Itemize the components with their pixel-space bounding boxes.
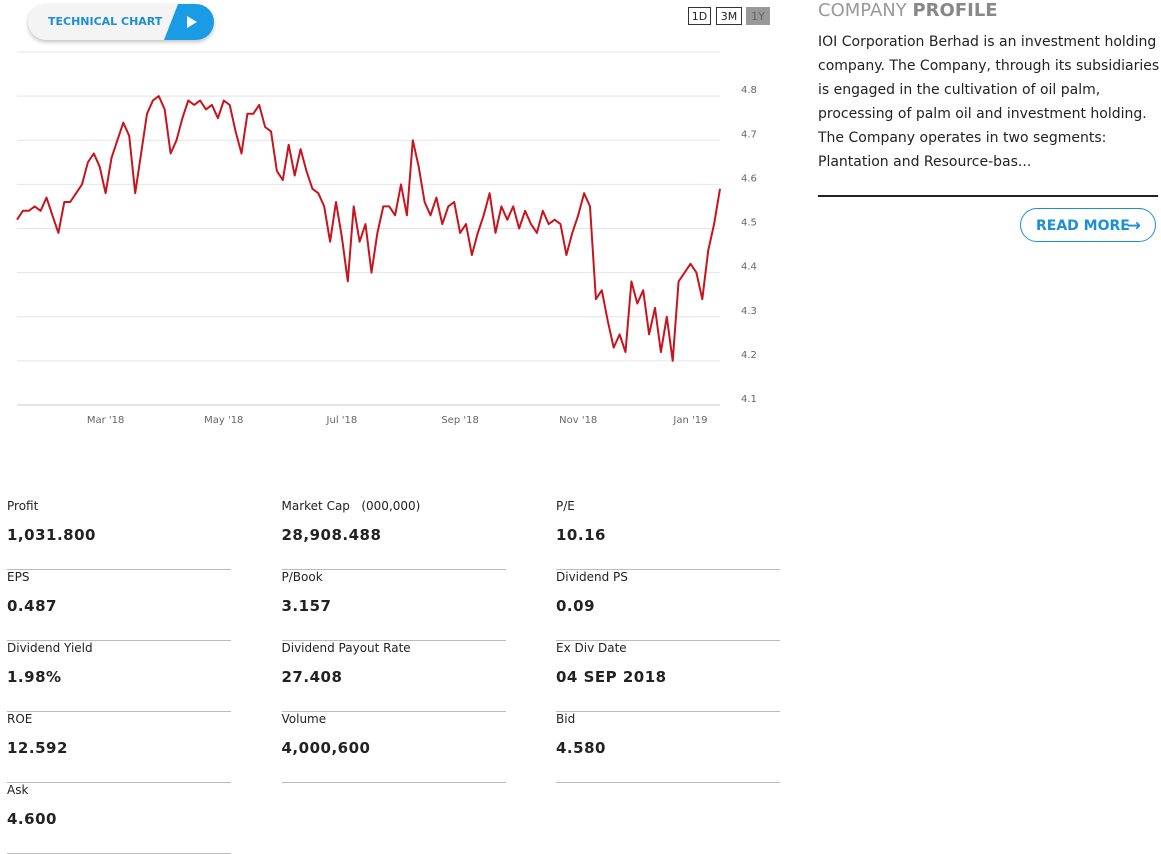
stat-value: 04 SEP 2018 — [556, 668, 667, 686]
y-tick-label: 4.5 — [741, 218, 757, 229]
stat-value: 10.16 — [556, 526, 606, 544]
stat: Bid 4.580 — [556, 712, 780, 783]
stat-label: Dividend Yield — [7, 641, 93, 655]
price-line — [16, 95, 721, 362]
stat-value: 3.157 — [281, 597, 332, 615]
stat-label: Volume — [281, 712, 327, 726]
stat-label: Dividend Payout Rate — [281, 641, 411, 655]
technical-chart-button[interactable]: TECHNICAL CHART — [28, 4, 214, 40]
stat-value: 1,031.800 — [7, 526, 96, 544]
stat: Ask 4.600 — [7, 783, 231, 854]
stat: ROE 12.592 — [7, 712, 231, 783]
stat: P/Book 3.157 — [281, 570, 506, 641]
stat-value: 4.600 — [7, 810, 57, 828]
stat: Profit 1,031.800 — [7, 499, 231, 570]
stat-value: 27.408 — [281, 668, 343, 686]
y-tick-label: 4.3 — [741, 306, 757, 317]
stat-value: 4,000,600 — [281, 739, 371, 757]
stat-value: 1.98% — [7, 668, 62, 686]
y-tick-label: 4.4 — [741, 262, 757, 273]
range-1y[interactable]: 1Y — [746, 7, 770, 25]
stat: Ex Div Date 04 SEP 2018 — [556, 641, 780, 712]
stat: Dividend Payout Rate 27.408 — [281, 641, 506, 712]
stat: Dividend Yield 1.98% — [7, 641, 231, 712]
stat-label: Dividend PS — [556, 570, 628, 584]
stat: P/E 10.16 — [556, 499, 780, 570]
stat-label: Profit — [7, 499, 39, 513]
profile-text: IOI Corporation Berhad is an investment … — [818, 34, 1160, 170]
profile-title: COMPANY PROFILE — [818, 0, 998, 21]
x-tick-label: Mar '18 — [87, 415, 125, 426]
x-tick-label: Sep '18 — [441, 415, 479, 426]
y-tick-label: 4.6 — [741, 173, 757, 184]
title-bold: PROFILE — [912, 0, 998, 21]
stat-label: Market Cap (000,000) — [281, 499, 421, 513]
stat-label: Ex Div Date — [556, 641, 627, 655]
stat-label: ROE — [7, 712, 33, 726]
stat-value: 12.592 — [7, 739, 68, 757]
y-tick-label: 4.7 — [741, 129, 757, 140]
stat: Market Cap (000,000) 28,908.488 — [281, 499, 506, 570]
button-label: TECHNICAL CHART — [48, 15, 163, 28]
stat-value: 0.487 — [7, 597, 57, 615]
title-light: COMPANY — [818, 0, 907, 21]
divider — [818, 195, 1158, 197]
stat-value: 28,908.488 — [281, 526, 382, 544]
range-3m[interactable]: 3M — [716, 7, 742, 25]
stat-label: P/Book — [281, 570, 323, 584]
stat-label: P/E — [556, 499, 575, 513]
stat: Volume 4,000,600 — [281, 712, 506, 783]
stat-value: 4.580 — [556, 739, 606, 757]
read-more-button[interactable]: READ MORE — [1020, 208, 1156, 243]
y-tick-label: 4.8 — [741, 85, 757, 96]
x-tick-label: Jul '18 — [326, 415, 358, 426]
stat-value: 0.09 — [556, 597, 596, 615]
x-tick-label: May '18 — [204, 415, 243, 426]
stat-label: EPS — [7, 570, 30, 584]
x-tick-label: Jan '19 — [672, 415, 707, 426]
range-1d[interactable]: 1D — [688, 7, 711, 25]
y-tick-label: 4.2 — [741, 350, 757, 361]
stat: EPS 0.487 — [7, 570, 231, 641]
stat: Dividend PS 0.09 — [556, 570, 780, 641]
x-tick-label: Nov '18 — [559, 415, 597, 426]
chart: 4.1 4.2 4.3 4.4 4.5 4.6 4.7 4.8 Mar '18 May '18 Ju… — [16, 51, 757, 426]
y-tick-label: 4.1 — [741, 394, 757, 405]
stat-label: Bid — [556, 712, 576, 726]
stat-label: Ask — [7, 783, 29, 797]
